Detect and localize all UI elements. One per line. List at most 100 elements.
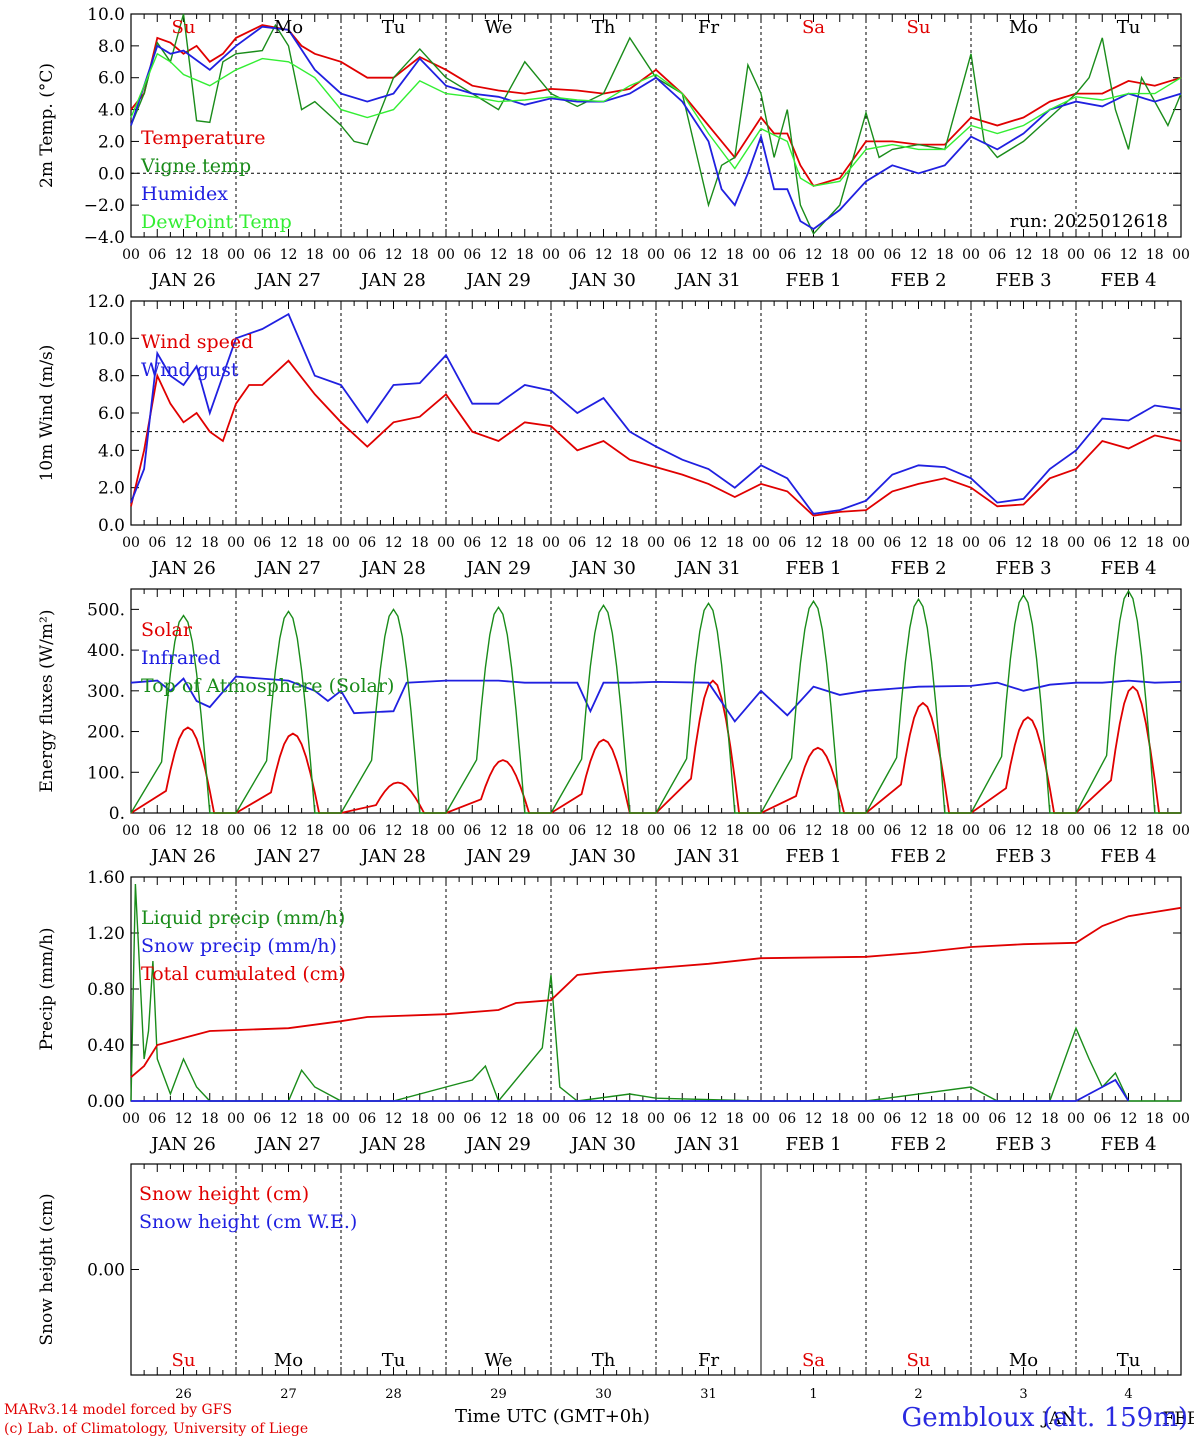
day-label: JAN 30 [569,846,636,867]
weekday-name: We [485,17,513,38]
hour-tick-label: 18 [516,1111,534,1127]
hour-tick-label: 12 [700,1111,718,1127]
day-number: 31 [700,1387,717,1402]
day-label: JAN 29 [464,1134,531,1155]
series-line-2 [130,675,1182,723]
hour-tick-label: 00 [542,823,560,839]
weekday-name: Tu [1117,17,1141,38]
hour-tick-label: 18 [936,247,954,263]
hour-tick-label: 12 [175,247,193,263]
hour-tick-label: 12 [595,823,613,839]
plot-frame [130,588,1182,814]
day-label: JAN 26 [149,558,216,579]
day-label: JAN 26 [149,846,216,867]
day-number: 4 [1124,1387,1132,1402]
hour-tick-label: 00 [647,247,665,263]
hour-tick-label: 18 [1041,247,1059,263]
hour-tick-label: 00 [857,1111,875,1127]
hour-tick-label: 06 [988,823,1006,839]
hour-tick-label: 18 [306,1111,324,1127]
hour-tick-label: 00 [227,535,245,551]
y-tick-label: 300. [87,682,125,702]
day-label: FEB 3 [995,846,1051,867]
hour-tick-label: 06 [253,535,271,551]
legend-entry: Wind gust [141,359,239,381]
hour-tick-label: 12 [490,1111,508,1127]
hour-tick-label: 12 [280,247,298,263]
hour-tick-label: 18 [831,823,849,839]
hour-tick-label: 06 [883,247,901,263]
y-axis-label: 2m Temp. (°C) [37,63,57,188]
hour-tick-label: 12 [1120,535,1138,551]
y-tick-label: 1.60 [87,868,125,888]
hour-tick-label: 12 [280,535,298,551]
hour-tick-label: 06 [673,247,691,263]
hour-tick-label: 12 [1120,1111,1138,1127]
hour-tick-label: 06 [988,247,1006,263]
day-label: JAN 29 [464,558,531,579]
hour-tick-label: 00 [332,247,350,263]
day-label: FEB 2 [890,846,946,867]
hour-tick-label: 06 [463,247,481,263]
panel-5 [130,1163,1182,1376]
y-tick-label: 4.0 [98,441,125,461]
hour-tick-label: 00 [857,247,875,263]
weekday-name: We [485,1350,513,1371]
hour-tick-label: 18 [726,823,744,839]
hour-tick-label: 12 [700,823,718,839]
hour-tick-label: 06 [568,823,586,839]
day-label: JAN 27 [254,558,321,579]
panel-2 [130,300,1182,526]
hour-tick-label: 18 [201,247,219,263]
weekday-name: Th [592,17,616,38]
y-axis-label: 10m Wind (m/s) [37,345,57,482]
weekday-name: Tu [1117,1350,1141,1371]
hour-tick-label: 00 [1172,1111,1190,1127]
hour-tick-label: 00 [542,535,560,551]
day-label: FEB 4 [1100,846,1156,867]
day-label: FEB 1 [785,846,841,867]
hour-tick-label: 12 [805,535,823,551]
legend-entry: Snow height (cm W.E.) [139,1211,357,1233]
hour-tick-label: 18 [516,823,534,839]
weekday-name: Fr [698,1350,719,1371]
hour-tick-label: 12 [280,1111,298,1127]
series-line-4 [130,52,1182,187]
day-number: 30 [595,1387,612,1402]
day-label: FEB 4 [1100,558,1156,579]
series-line-1 [130,359,1182,517]
day-label: JAN 29 [464,270,531,291]
hour-tick-label: 18 [201,1111,219,1127]
hour-tick-label: 06 [988,535,1006,551]
y-tick-label: 4.0 [98,101,125,121]
y-tick-label: −2.0 [84,196,125,216]
weekday-name: Mo [274,17,303,38]
day-label: JAN 28 [359,846,426,867]
legend-entry: Vigne temp [140,155,251,177]
y-tick-label: 2.0 [98,132,125,152]
series-line-2 [130,13,1182,236]
hour-tick-label: 00 [962,535,980,551]
hour-tick-label: 06 [778,535,796,551]
hour-tick-label: 12 [910,1111,928,1127]
day-label: FEB 1 [785,558,841,579]
y-tick-label: 10.0 [87,329,125,349]
legend-entry: Solar [141,619,193,641]
y-tick-label: 8.0 [98,37,125,57]
day-label: JAN 29 [464,846,531,867]
weekday-name: Tu [382,1350,406,1371]
legend-entry: DewPoint Temp [141,211,292,233]
hour-tick-label: 18 [1041,535,1059,551]
series-line-3 [130,906,1182,1078]
hour-tick-label: 06 [463,1111,481,1127]
day-number: 26 [175,1387,192,1402]
hour-tick-label: 12 [385,823,403,839]
weekday-name: Mo [1009,1350,1038,1371]
hour-tick-label: 18 [1146,247,1164,263]
day-label: FEB 2 [890,1134,946,1155]
day-label: JAN 28 [359,558,426,579]
hour-tick-label: 06 [358,823,376,839]
weekday-name: Su [172,17,196,38]
hour-tick-label: 18 [1146,535,1164,551]
